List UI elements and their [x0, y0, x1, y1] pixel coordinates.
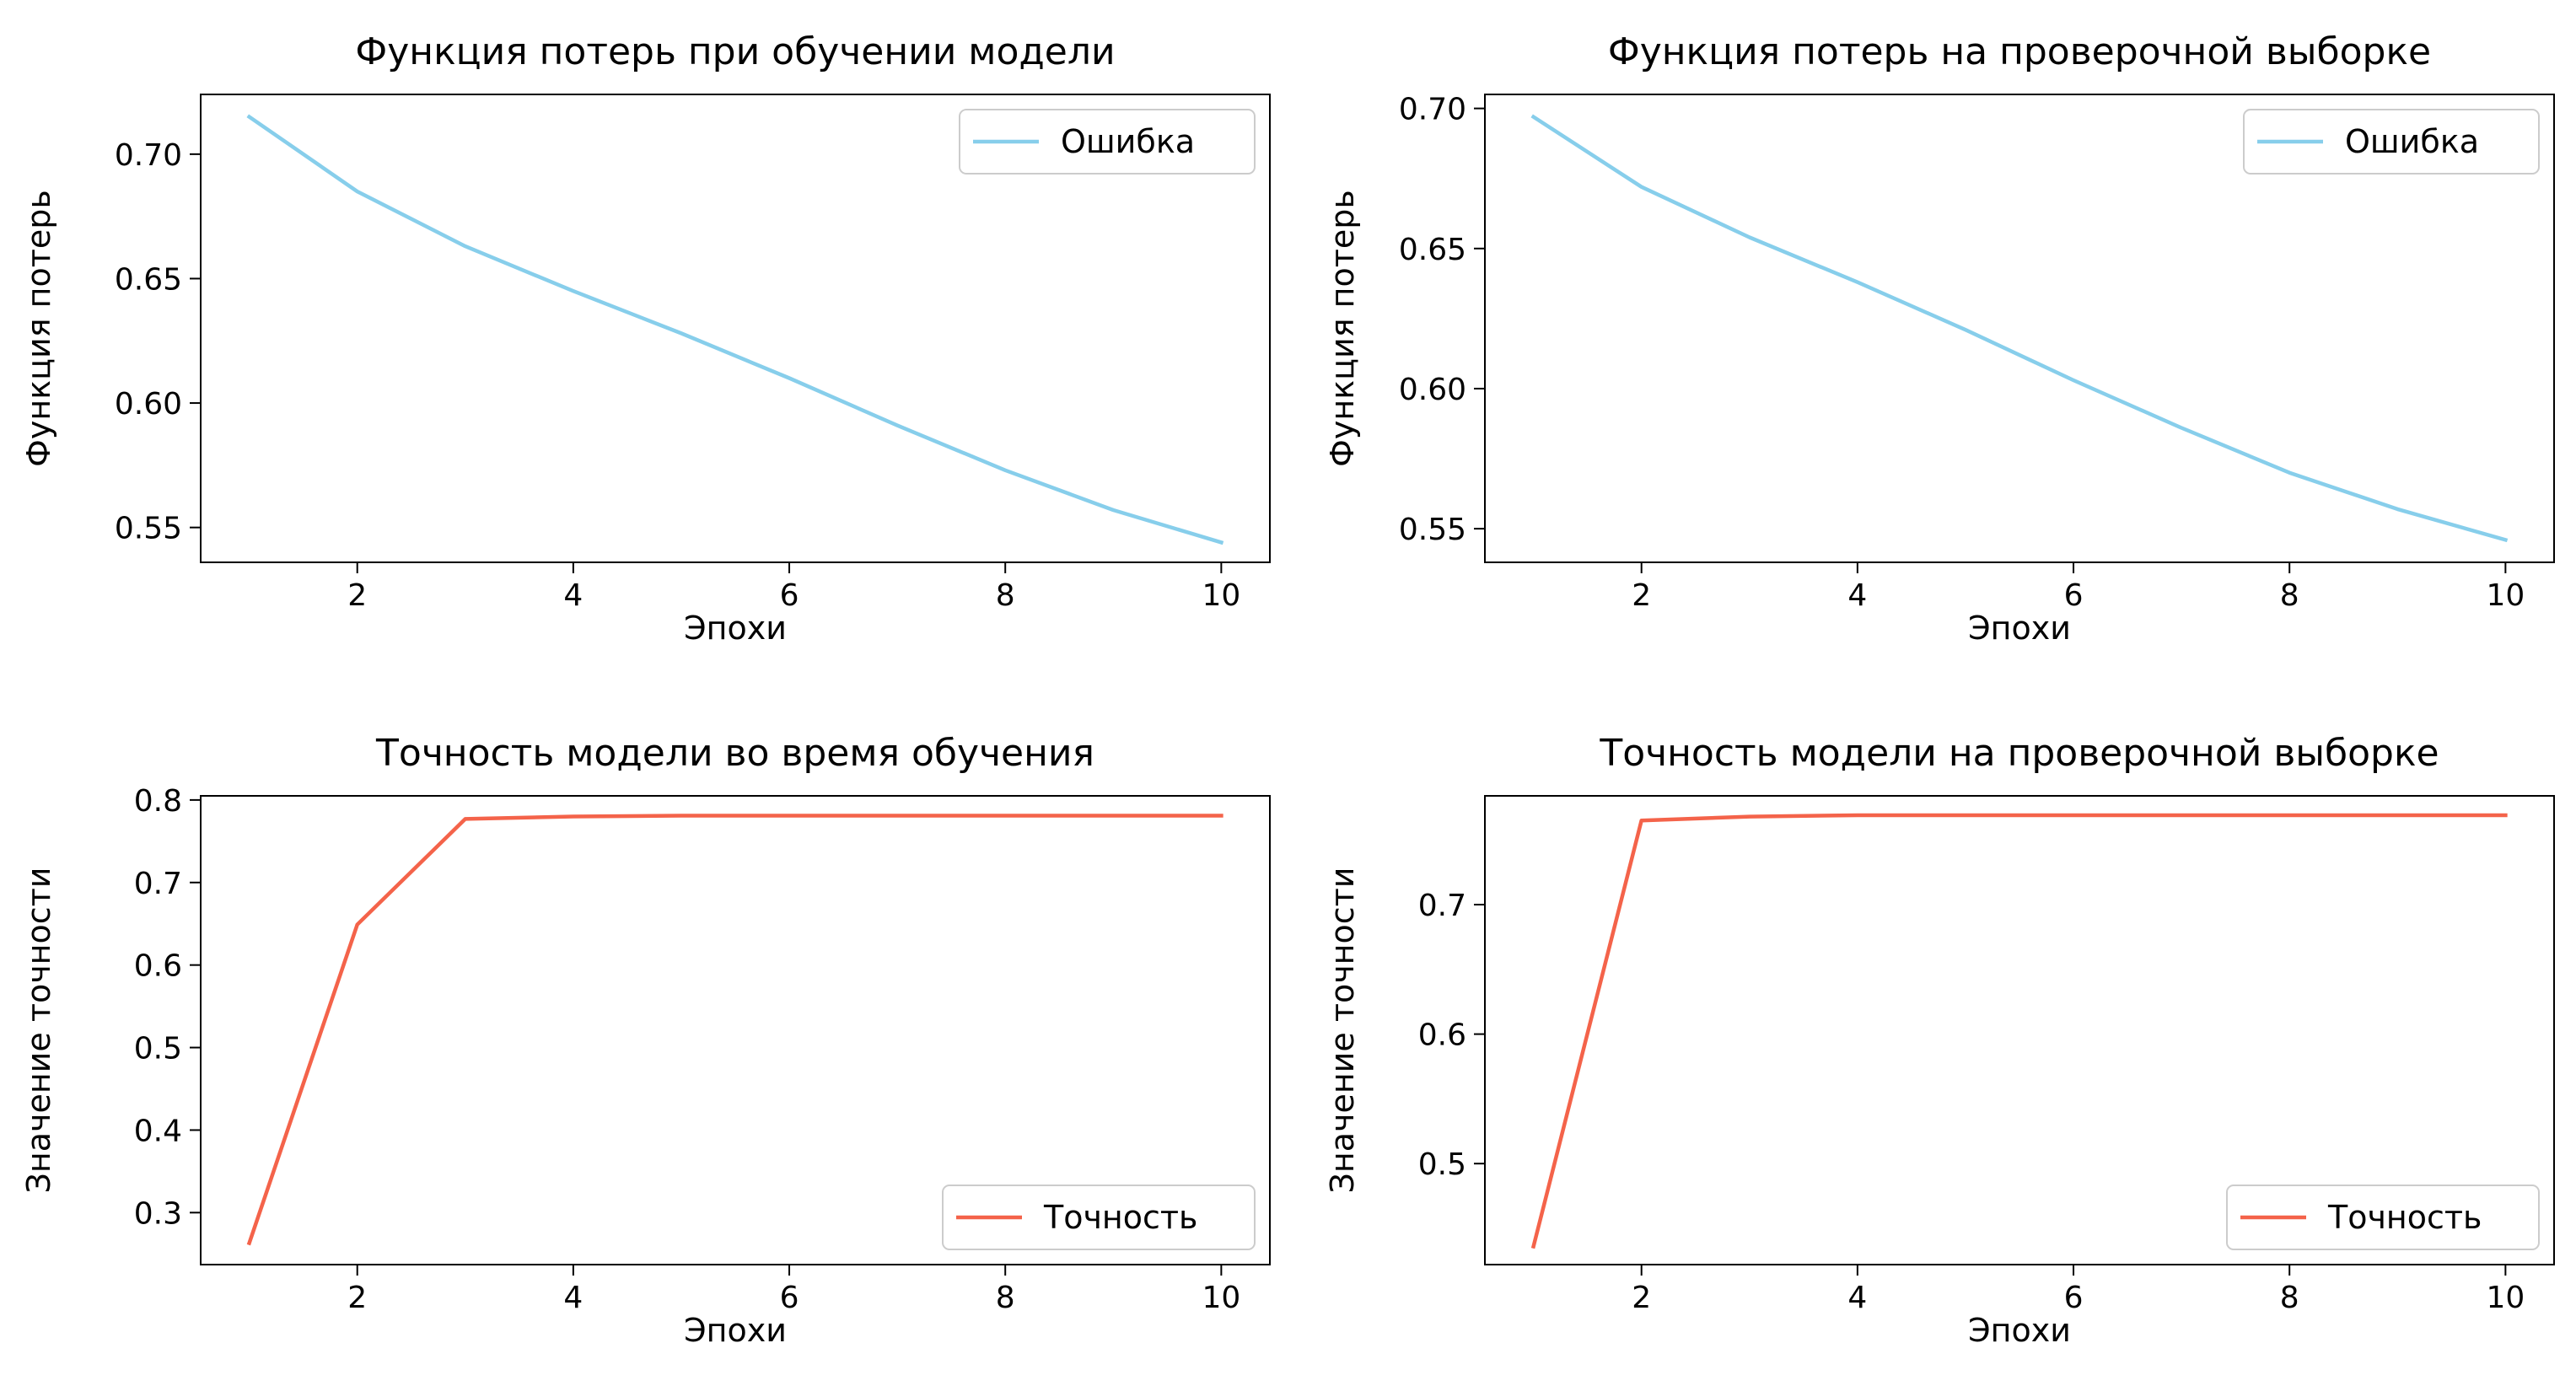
x-tick-label: 4	[1847, 578, 1867, 613]
x-tick-label: 10	[1202, 1281, 1240, 1315]
legend-box	[942, 1185, 1256, 1250]
x-tick-label: 10	[2486, 578, 2525, 613]
series-line-1	[1530, 813, 2508, 1249]
chart-panel-2: Функция потерь на проверочной выборке 2 4 6…	[1324, 30, 2555, 647]
y-tick-label: 0.70	[1399, 93, 1466, 127]
y-tick-label: 0.55	[115, 512, 182, 546]
y-axis-label: Значение точности	[20, 868, 57, 1194]
y-tick-label: 0.65	[115, 262, 182, 297]
y-tick-label: 0.8	[134, 784, 182, 819]
legend-label: Точность	[2327, 1199, 2482, 1236]
series-line-1	[1530, 114, 2509, 543]
x-axis-label: Эпохи	[1968, 1312, 2071, 1349]
x-tick-label: 4	[1847, 1281, 1867, 1315]
x-tick-label: 8	[996, 578, 1015, 613]
x-tick-label: 10	[2486, 1281, 2525, 1315]
y-tick-label: 0.6	[1418, 1018, 1466, 1053]
chart-title: Функция потерь на проверочной выборке	[1608, 30, 2431, 73]
axes-frame	[200, 94, 1271, 563]
chart-panel-3: Точность модели во время обучения 2 4 6 8 10 0…	[20, 732, 1271, 1349]
x-tick-label: 8	[996, 1281, 1015, 1315]
x-tick-label: 2	[347, 1281, 367, 1315]
legend-label: Ошибка	[1061, 123, 1195, 160]
chart-panel-4: Точность модели на проверочной выборке 2 4…	[1324, 732, 2555, 1349]
y-tick-label: 0.7	[134, 867, 182, 901]
legend-label: Точность	[1043, 1199, 1197, 1236]
legend: Ошибка	[2243, 109, 2540, 175]
axes-frame	[1484, 94, 2555, 563]
chart-title: Функция потерь при обучении модели	[355, 30, 1115, 73]
legend-box	[2226, 1185, 2540, 1250]
y-tick-label: 0.5	[134, 1032, 182, 1066]
chart-panel-1: Функция потерь при обучении модели 2 4 6 8 10…	[20, 30, 1271, 647]
axes-frame	[1484, 795, 2555, 1265]
series-line-1	[246, 814, 1223, 1246]
x-axis-label: Эпохи	[684, 610, 787, 647]
x-tick-label: 2	[1632, 1281, 1651, 1315]
y-tick-label: 0.7	[1418, 889, 1466, 923]
x-tick-label: 10	[1202, 578, 1240, 613]
y-tick-label: 0.5	[1418, 1147, 1466, 1182]
y-tick-label: 0.55	[1399, 513, 1466, 547]
x-tick-label: 4	[563, 1281, 583, 1315]
y-tick-label: 0.60	[1399, 373, 1466, 407]
legend: Ошибка	[959, 109, 1256, 175]
x-tick-label: 6	[2064, 1281, 2084, 1315]
x-tick-label: 4	[563, 578, 583, 613]
x-tick-label: 6	[2064, 578, 2084, 613]
chart-title: Точность модели во время обучения	[375, 732, 1094, 775]
y-tick-label: 0.6	[134, 949, 182, 984]
x-tick-label: 8	[2280, 578, 2299, 613]
legend: Точность	[942, 1185, 1256, 1250]
y-tick-label: 0.3	[134, 1196, 182, 1231]
x-axis-label: Эпохи	[1968, 610, 2071, 647]
y-axis-label: Значение точности	[1324, 868, 1361, 1194]
x-tick-label: 8	[2280, 1281, 2299, 1315]
y-axis-label: Функция потерь	[1324, 190, 1361, 467]
y-axis-label: Функция потерь	[20, 190, 57, 467]
y-tick-label: 0.70	[115, 138, 182, 173]
legend-label: Ошибка	[2345, 123, 2479, 160]
x-tick-label: 6	[780, 578, 799, 613]
legend-box	[2243, 109, 2540, 175]
x-tick-label: 6	[780, 1281, 799, 1315]
y-tick-label: 0.60	[115, 387, 182, 422]
x-tick-label: 2	[1632, 578, 1651, 613]
legend-box	[959, 109, 1256, 175]
axes-frame	[200, 795, 1271, 1265]
y-tick-label: 0.65	[1399, 233, 1466, 267]
chart-title: Точность модели на проверочной выборке	[1599, 732, 2439, 775]
series-line-1	[246, 114, 1224, 545]
x-axis-label: Эпохи	[684, 1312, 787, 1349]
legend: Точность	[2226, 1185, 2540, 1250]
x-tick-label: 2	[347, 578, 367, 613]
y-tick-label: 0.4	[134, 1114, 182, 1148]
